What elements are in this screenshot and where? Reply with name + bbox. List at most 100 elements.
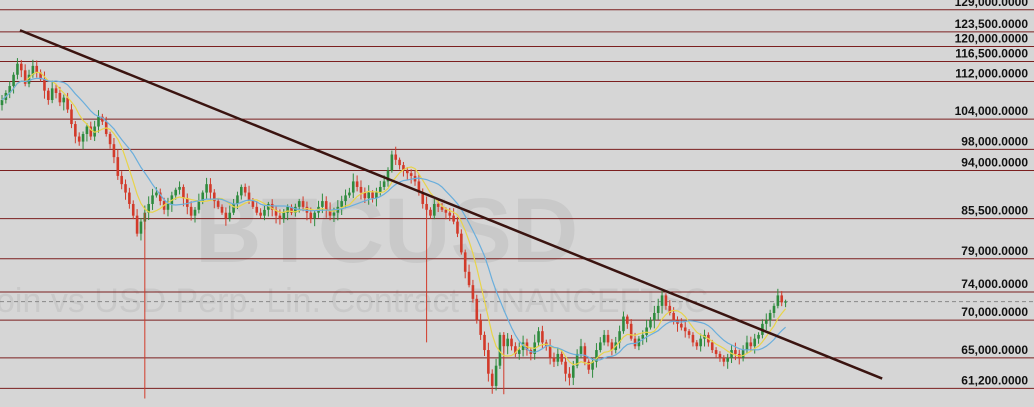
candle-body	[514, 346, 517, 354]
candle-body	[556, 353, 560, 362]
candle-body	[182, 186, 185, 199]
candle-body	[672, 312, 675, 321]
candle-body	[726, 357, 729, 362]
y-tick-label: 70,000.0000	[961, 305, 1028, 319]
candle-body	[602, 334, 606, 343]
candle-body	[39, 72, 42, 80]
candle-body	[784, 301, 787, 303]
candle-body	[645, 327, 648, 335]
y-tick-label: 104,000.0000	[955, 104, 1029, 118]
candle-body	[348, 192, 351, 196]
candle-body	[70, 109, 73, 125]
candle-body	[8, 86, 12, 93]
candle-body	[297, 201, 301, 207]
candle-body	[714, 350, 718, 354]
trendline	[19, 29, 883, 380]
candle-body	[440, 206, 444, 210]
candle-body	[259, 212, 262, 216]
candle-body	[213, 192, 216, 202]
candle-body	[240, 186, 243, 196]
candle-body	[510, 338, 513, 347]
candle-body	[506, 338, 509, 347]
candle-body	[101, 116, 104, 122]
candle-body	[626, 316, 629, 324]
candle-body	[62, 97, 66, 103]
candle-body	[355, 181, 359, 187]
candle-body	[23, 70, 27, 84]
candle-body	[232, 203, 235, 213]
candle-body	[155, 192, 158, 196]
candle-body	[487, 350, 490, 374]
candle-body	[263, 209, 266, 216]
candle-body	[460, 233, 463, 253]
ma-slow-line	[1, 77, 787, 361]
candle-body	[66, 97, 69, 110]
candle-body	[587, 361, 591, 370]
candle-body	[367, 192, 370, 199]
candle-body	[371, 192, 374, 199]
candle-body	[185, 198, 189, 207]
candle-body	[205, 184, 208, 193]
candle-body	[606, 334, 610, 343]
candle-body	[12, 74, 15, 87]
candle-body	[375, 192, 378, 199]
candle-body	[386, 170, 390, 182]
candle-body	[124, 184, 127, 193]
candle-body	[641, 334, 645, 339]
candle-body	[116, 157, 120, 176]
candle-body	[209, 184, 212, 193]
candle-body	[710, 342, 714, 351]
candle-body	[151, 195, 154, 204]
candle-body	[629, 323, 633, 339]
candle-body	[255, 206, 259, 213]
candle-body	[108, 134, 112, 145]
candle-body	[31, 65, 35, 75]
candle-body	[656, 305, 660, 313]
candle-body	[498, 334, 502, 366]
candle-body	[764, 320, 768, 324]
y-tick-label: 116,500.0000	[955, 47, 1028, 61]
candle-body	[776, 295, 780, 306]
candle-body	[664, 295, 668, 306]
candle-body	[429, 209, 432, 216]
candle-body	[490, 373, 494, 386]
candle-body	[610, 342, 614, 351]
candle-body	[537, 331, 540, 343]
candle-body	[452, 215, 455, 222]
horizontal-levels	[0, 9, 1034, 389]
candle-body	[382, 181, 386, 187]
candle-body	[158, 192, 162, 202]
candle-body	[197, 201, 201, 210]
candle-body	[220, 206, 224, 213]
candle-body	[463, 252, 467, 272]
candle-body	[301, 201, 305, 207]
candle-body	[475, 298, 479, 321]
candle-body	[27, 74, 31, 84]
candle-body	[691, 334, 695, 343]
candle-body	[552, 357, 556, 362]
candle-body	[16, 63, 19, 75]
y-tick-label: 129,000.0000	[955, 0, 1029, 9]
candle-body	[517, 350, 521, 354]
trendline-group	[19, 29, 883, 380]
candle-body	[780, 295, 784, 303]
candle-body	[722, 357, 726, 362]
candle-body	[653, 312, 656, 321]
candle-body	[0, 99, 4, 106]
candle-body	[618, 331, 621, 343]
y-tick-label: 79,000.0000	[961, 244, 1028, 258]
candle-body	[166, 203, 170, 210]
candle-body	[278, 215, 282, 219]
candle-body	[591, 361, 594, 370]
candle-body	[321, 201, 324, 207]
candle-body	[560, 353, 563, 362]
candle-body	[444, 209, 448, 213]
candle-body	[81, 134, 85, 142]
candle-body	[548, 346, 552, 358]
candle-body	[112, 144, 116, 158]
candle-body	[216, 201, 220, 207]
candle-body	[131, 203, 135, 216]
candle-body	[309, 212, 313, 219]
ma-fast-line	[1, 71, 787, 366]
